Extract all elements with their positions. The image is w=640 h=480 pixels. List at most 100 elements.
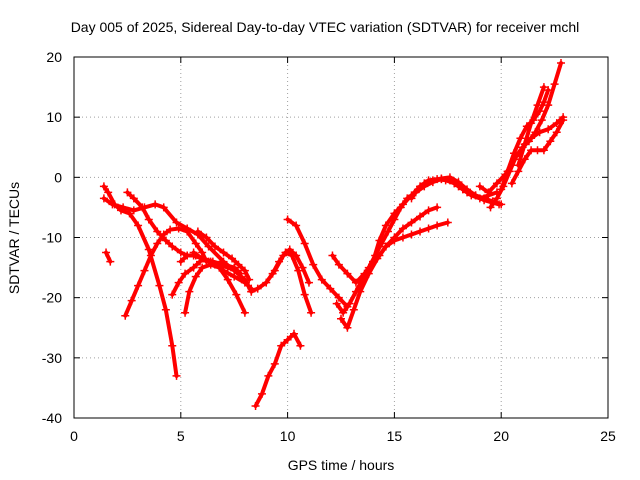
series-arc-4 <box>121 224 211 320</box>
grid <box>74 57 608 418</box>
data-point-marker <box>510 149 519 158</box>
data-point-marker <box>183 227 192 236</box>
data-point-marker <box>223 263 232 272</box>
data-point-marker <box>433 221 442 230</box>
data-point-marker <box>317 275 326 284</box>
data-point-marker <box>240 308 249 317</box>
data-point-marker <box>104 188 113 197</box>
data-point-marker <box>544 101 553 110</box>
data-point-marker <box>300 290 309 299</box>
data-point-marker <box>559 116 568 125</box>
data-point-marker <box>153 239 162 248</box>
data-point-marker <box>181 269 190 278</box>
data-point-marker <box>253 284 262 293</box>
data-point-marker <box>174 278 183 287</box>
data-point-marker <box>533 101 542 110</box>
data-point-marker <box>407 230 416 239</box>
data-point-marker <box>343 323 352 332</box>
data-point-marker <box>176 257 185 266</box>
data-point-marker <box>283 215 292 224</box>
data-point-marker <box>539 146 548 155</box>
data-point-marker <box>277 341 286 350</box>
x-tick-label: 15 <box>387 428 403 444</box>
data-point-marker <box>176 248 185 257</box>
data-point-marker <box>198 263 207 272</box>
data-point-marker <box>134 281 143 290</box>
data-point-marker <box>416 227 425 236</box>
data-point-marker <box>381 242 390 251</box>
y-tick-label: -20 <box>42 290 62 306</box>
data-point-marker <box>296 341 305 350</box>
series-arc-19 <box>407 173 504 209</box>
data-point-marker <box>527 119 536 128</box>
data-point-marker <box>240 266 249 275</box>
data-point-marker <box>166 225 175 234</box>
data-point-marker <box>215 260 224 269</box>
data-point-marker <box>413 185 422 194</box>
data-point-marker <box>236 269 245 278</box>
data-series-group <box>99 59 568 410</box>
data-point-marker <box>264 371 273 380</box>
x-tick-label: 20 <box>493 428 509 444</box>
data-point-marker <box>343 269 352 278</box>
data-point-marker <box>245 275 254 284</box>
y-axis-label: SDTVAR / TECUs <box>6 182 22 294</box>
series-arc-9 <box>189 248 241 275</box>
data-point-marker <box>283 335 292 344</box>
data-point-marker <box>328 251 337 260</box>
data-point-marker <box>232 290 241 299</box>
data-point-marker <box>486 203 495 212</box>
data-point-marker <box>437 174 446 183</box>
data-point-marker <box>475 182 484 191</box>
data-point-marker <box>159 203 168 212</box>
data-point-marker <box>307 308 316 317</box>
data-point-marker <box>369 257 378 266</box>
data-point-marker <box>454 178 463 187</box>
data-point-marker <box>210 242 219 251</box>
data-point-marker <box>140 266 149 275</box>
data-point-marker <box>206 257 215 266</box>
data-point-marker <box>503 167 512 176</box>
data-point-marker <box>407 194 416 203</box>
data-point-marker <box>443 218 452 227</box>
data-point-marker <box>168 341 177 350</box>
data-point-marker <box>398 224 407 233</box>
data-point-marker <box>390 209 399 218</box>
data-point-marker <box>181 308 190 317</box>
data-point-marker <box>232 266 241 275</box>
data-point-marker <box>364 269 373 278</box>
x-tick-label: 25 <box>600 428 616 444</box>
series-arc-24 <box>514 83 548 170</box>
data-point-marker <box>119 203 128 212</box>
data-point-marker <box>345 299 354 308</box>
data-point-marker <box>544 86 553 95</box>
data-point-marker <box>424 206 433 215</box>
data-point-marker <box>544 125 553 134</box>
data-point-marker <box>161 305 170 314</box>
series-arc-23 <box>507 116 568 188</box>
series-line <box>253 331 303 408</box>
series-arc-12 <box>251 329 305 410</box>
x-axis-label: GPS time / hours <box>288 457 395 473</box>
data-point-marker <box>121 311 130 320</box>
data-point-marker <box>557 59 566 68</box>
chart-title: Day 005 of 2025, Sidereal Day-to-day VTE… <box>71 19 580 35</box>
series-line <box>285 217 350 309</box>
data-point-marker <box>270 359 279 368</box>
y-tick-label: 0 <box>54 169 62 185</box>
data-point-marker <box>514 161 523 170</box>
data-point-marker <box>230 272 239 281</box>
data-point-marker <box>99 194 108 203</box>
data-point-marker <box>433 203 442 212</box>
data-point-marker <box>300 239 309 248</box>
y-tick-label: 20 <box>46 49 62 65</box>
data-point-marker <box>151 200 160 209</box>
data-point-marker <box>495 200 504 209</box>
data-point-marker <box>337 314 345 323</box>
series-arc-2 <box>99 194 256 296</box>
x-tick-label: 0 <box>70 428 78 444</box>
data-point-marker <box>202 233 211 242</box>
data-point-marker <box>108 200 117 209</box>
data-point-marker <box>497 185 506 194</box>
